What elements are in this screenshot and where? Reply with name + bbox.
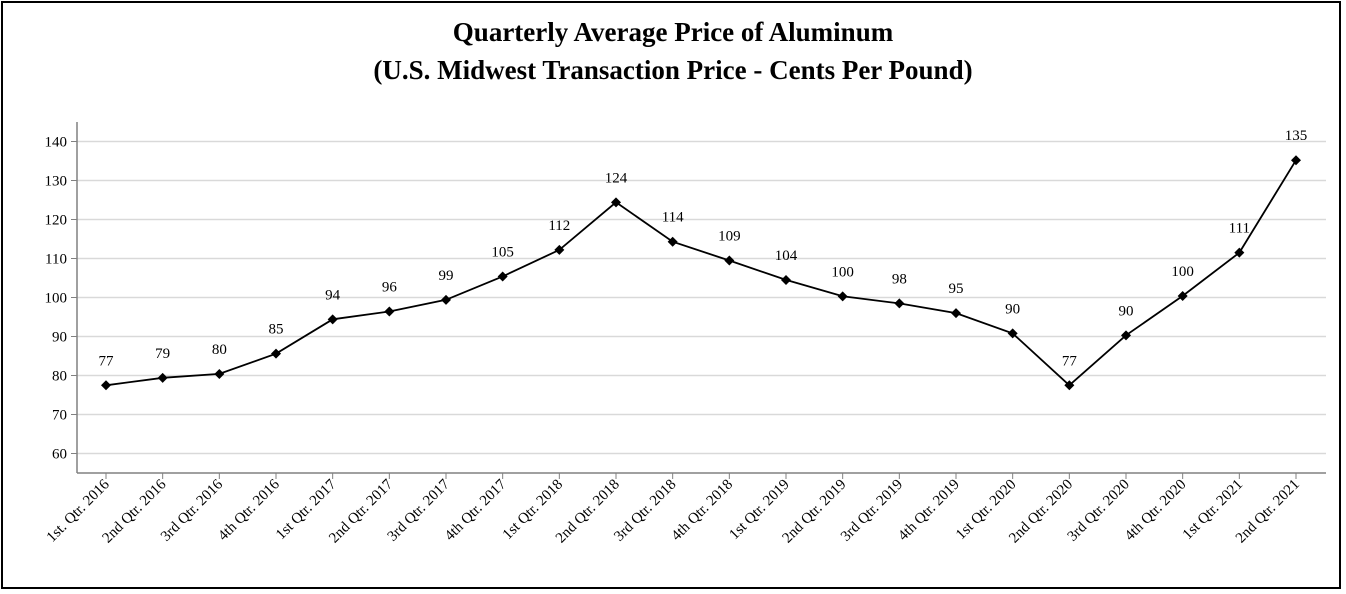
data-point-marker [724, 255, 735, 266]
data-point-marker [1064, 380, 1075, 391]
data-point-marker [1007, 328, 1018, 339]
data-label: 95 [949, 281, 964, 297]
data-point-marker [1291, 155, 1301, 166]
data-label: 90 [1005, 301, 1020, 317]
data-label: 100 [831, 264, 854, 280]
data-point-marker [271, 348, 281, 359]
data-labels: 77 79 80 85 94 96 99 105 112 124 114 109 104 100 98 95 9… [99, 128, 1308, 369]
data-point-marker [837, 291, 848, 302]
x-tick-label: 4th Qtr. 2020 [1122, 477, 1190, 545]
x-tick-label: 4th Qtr. 2016 [215, 476, 283, 544]
y-axis-ticks: 60 70 80 90 100 110 120 130 140 [45, 135, 77, 463]
y-tick-label: 90 [52, 330, 67, 346]
y-tick-label: 120 [45, 213, 68, 229]
data-label: 85 [269, 322, 284, 338]
data-label: 94 [325, 287, 341, 303]
data-label: 79 [155, 346, 170, 362]
data-label: 104 [775, 248, 798, 264]
y-tick-label: 70 [52, 408, 67, 424]
data-label: 77 [1062, 353, 1078, 369]
data-label: 114 [662, 210, 684, 226]
series-line [105, 159, 1297, 387]
data-point-marker [327, 314, 338, 325]
gridlines [77, 140, 1326, 455]
data-label: 96 [382, 280, 398, 296]
data-label: 77 [99, 353, 115, 369]
data-label: 111 [1229, 221, 1250, 237]
y-tick-label: 80 [52, 369, 67, 385]
data-label: 100 [1171, 264, 1194, 280]
series-aluminum-price [101, 155, 1301, 391]
data-label: 80 [212, 342, 227, 358]
data-point-marker [101, 380, 111, 391]
data-label: 135 [1285, 128, 1308, 144]
data-label: 90 [1119, 303, 1134, 319]
data-point-marker [441, 294, 451, 305]
data-point-marker [497, 271, 508, 282]
x-tick-label: 4th Qtr. 2017 [442, 476, 510, 544]
data-label: 109 [718, 228, 741, 244]
chart-title: Quarterly Average Price of Aluminum [452, 17, 894, 47]
data-point-marker [554, 244, 565, 255]
data-point-marker [1234, 247, 1245, 258]
data-point-marker [611, 197, 621, 208]
data-label: 124 [605, 170, 628, 186]
y-tick-label: 60 [52, 447, 67, 463]
x-tick-label: 4th Qtr. 2019 [895, 477, 963, 545]
data-point-marker [214, 368, 225, 379]
y-tick-label: 130 [45, 174, 68, 190]
chart-subtitle: (U.S. Midwest Transaction Price - Cents … [373, 55, 973, 85]
data-point-marker [667, 236, 678, 247]
data-point-marker [384, 306, 395, 317]
data-label: 112 [548, 218, 570, 234]
data-label: 105 [491, 244, 514, 260]
y-tick-label: 110 [45, 252, 67, 268]
data-label: 98 [892, 271, 907, 287]
x-tick-label: 4th Qtr. 2018 [669, 477, 737, 545]
data-point-marker [951, 308, 961, 319]
y-tick-label: 100 [45, 291, 68, 307]
data-point-marker [894, 298, 905, 309]
data-point-marker [1121, 330, 1131, 341]
y-tick-label: 140 [45, 135, 68, 151]
data-label: 99 [439, 268, 454, 284]
data-point-marker [1177, 290, 1188, 301]
data-point-marker [157, 372, 168, 383]
data-point-marker [781, 274, 791, 285]
